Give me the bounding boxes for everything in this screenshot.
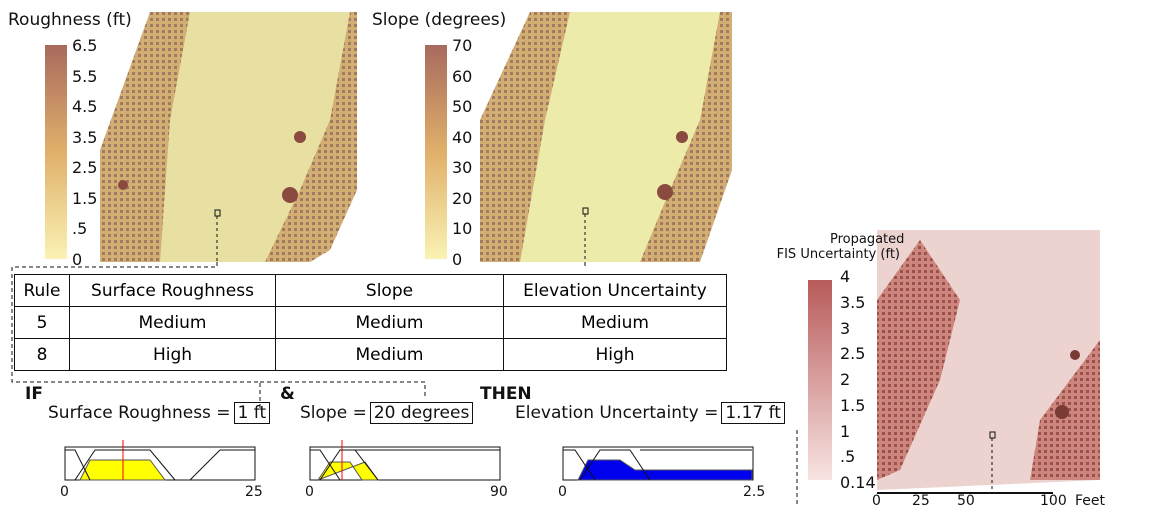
scale-unit: Feet: [1075, 493, 1105, 508]
axis-label: 0: [305, 484, 314, 500]
colorbar-label: 2.5: [840, 344, 865, 363]
membership-plots: [65, 440, 753, 480]
table-cell: 8: [15, 339, 70, 371]
input-value: 1 ft: [234, 402, 271, 424]
scale-label: 25: [912, 493, 930, 508]
output-title-line: FIS Uncertainty (ft): [770, 247, 900, 262]
colorbar-label: 50: [452, 97, 472, 116]
colorbar-label: 5.5: [72, 67, 97, 86]
colorbar-label: .5: [840, 447, 855, 466]
colorbar-label: 10: [452, 219, 472, 238]
if-keyword: IF: [25, 384, 43, 404]
table-cell: High: [504, 339, 727, 371]
colorbar-label: 3.5: [840, 293, 865, 312]
colorbar-label: 2.5: [72, 158, 97, 177]
input-value: 20 degrees: [370, 402, 473, 424]
input-label: Elevation Uncertainty =: [515, 403, 718, 423]
colorbar-label: .5: [72, 219, 87, 238]
table-cell: Medium: [504, 307, 727, 339]
and-keyword: &: [280, 384, 295, 404]
colorbar-label: 70: [452, 36, 472, 55]
colorbar-label: 3: [840, 319, 850, 338]
axis-label: 25: [245, 484, 263, 500]
colorbar-label: 1.5: [72, 189, 97, 208]
table-cell: Medium: [70, 307, 276, 339]
scale-label: 50: [957, 493, 975, 508]
table-cell: Slope: [276, 275, 504, 307]
table-cell: Medium: [276, 307, 504, 339]
table-cell: Medium: [276, 339, 504, 371]
slope-title: Slope (degrees): [372, 10, 506, 30]
input-equation: Elevation Uncertainty =1.17 ft: [515, 402, 785, 424]
colorbar-label: 6.5: [72, 36, 97, 55]
input-label: Slope =: [300, 403, 367, 423]
axis-label: 2.5: [743, 484, 765, 500]
graphics: [0, 0, 1149, 508]
table-cell: 5: [15, 307, 70, 339]
input-label: Surface Roughness =: [48, 403, 231, 423]
colorbar-label: 40: [452, 128, 472, 147]
table-cell: Rule: [15, 275, 70, 307]
table-cell: Surface Roughness: [70, 275, 276, 307]
colorbar-label: 0: [72, 250, 82, 269]
input-equation: Surface Roughness =1 ft: [48, 402, 270, 424]
colorbar-label: 4: [840, 267, 850, 286]
colorbar-label: 60: [452, 67, 472, 86]
input-value: 1.17 ft: [721, 402, 785, 424]
colorbar-label: 30: [452, 158, 472, 177]
scale-label: 0: [872, 493, 881, 508]
colorbar-label: 3.5: [72, 128, 97, 147]
table-cell: High: [70, 339, 276, 371]
colorbar-label: 20: [452, 189, 472, 208]
scale-label: 100: [1040, 493, 1067, 508]
output-title: Propagated FIS Uncertainty (ft): [770, 232, 900, 262]
colorbar-label: 0.14: [840, 473, 876, 492]
input-equation: Slope =20 degrees: [300, 402, 473, 424]
then-keyword: THEN: [480, 384, 532, 404]
figure: Roughness (ft) Slope (degrees) RuleSurfa…: [0, 0, 1149, 508]
axis-label: 0: [60, 484, 69, 500]
axis-label: 90: [490, 484, 508, 500]
colorbar-label: 2: [840, 370, 850, 389]
table-cell: Elevation Uncertainty: [504, 275, 727, 307]
roughness-title: Roughness (ft): [8, 10, 132, 30]
colorbar-label: 1.5: [840, 396, 865, 415]
colorbar-label: 0: [452, 250, 462, 269]
axis-label: 0: [558, 484, 567, 500]
colorbar-label: 1: [840, 422, 850, 441]
output-title-line: Propagated: [830, 232, 900, 247]
colorbar-label: 4.5: [72, 97, 97, 116]
